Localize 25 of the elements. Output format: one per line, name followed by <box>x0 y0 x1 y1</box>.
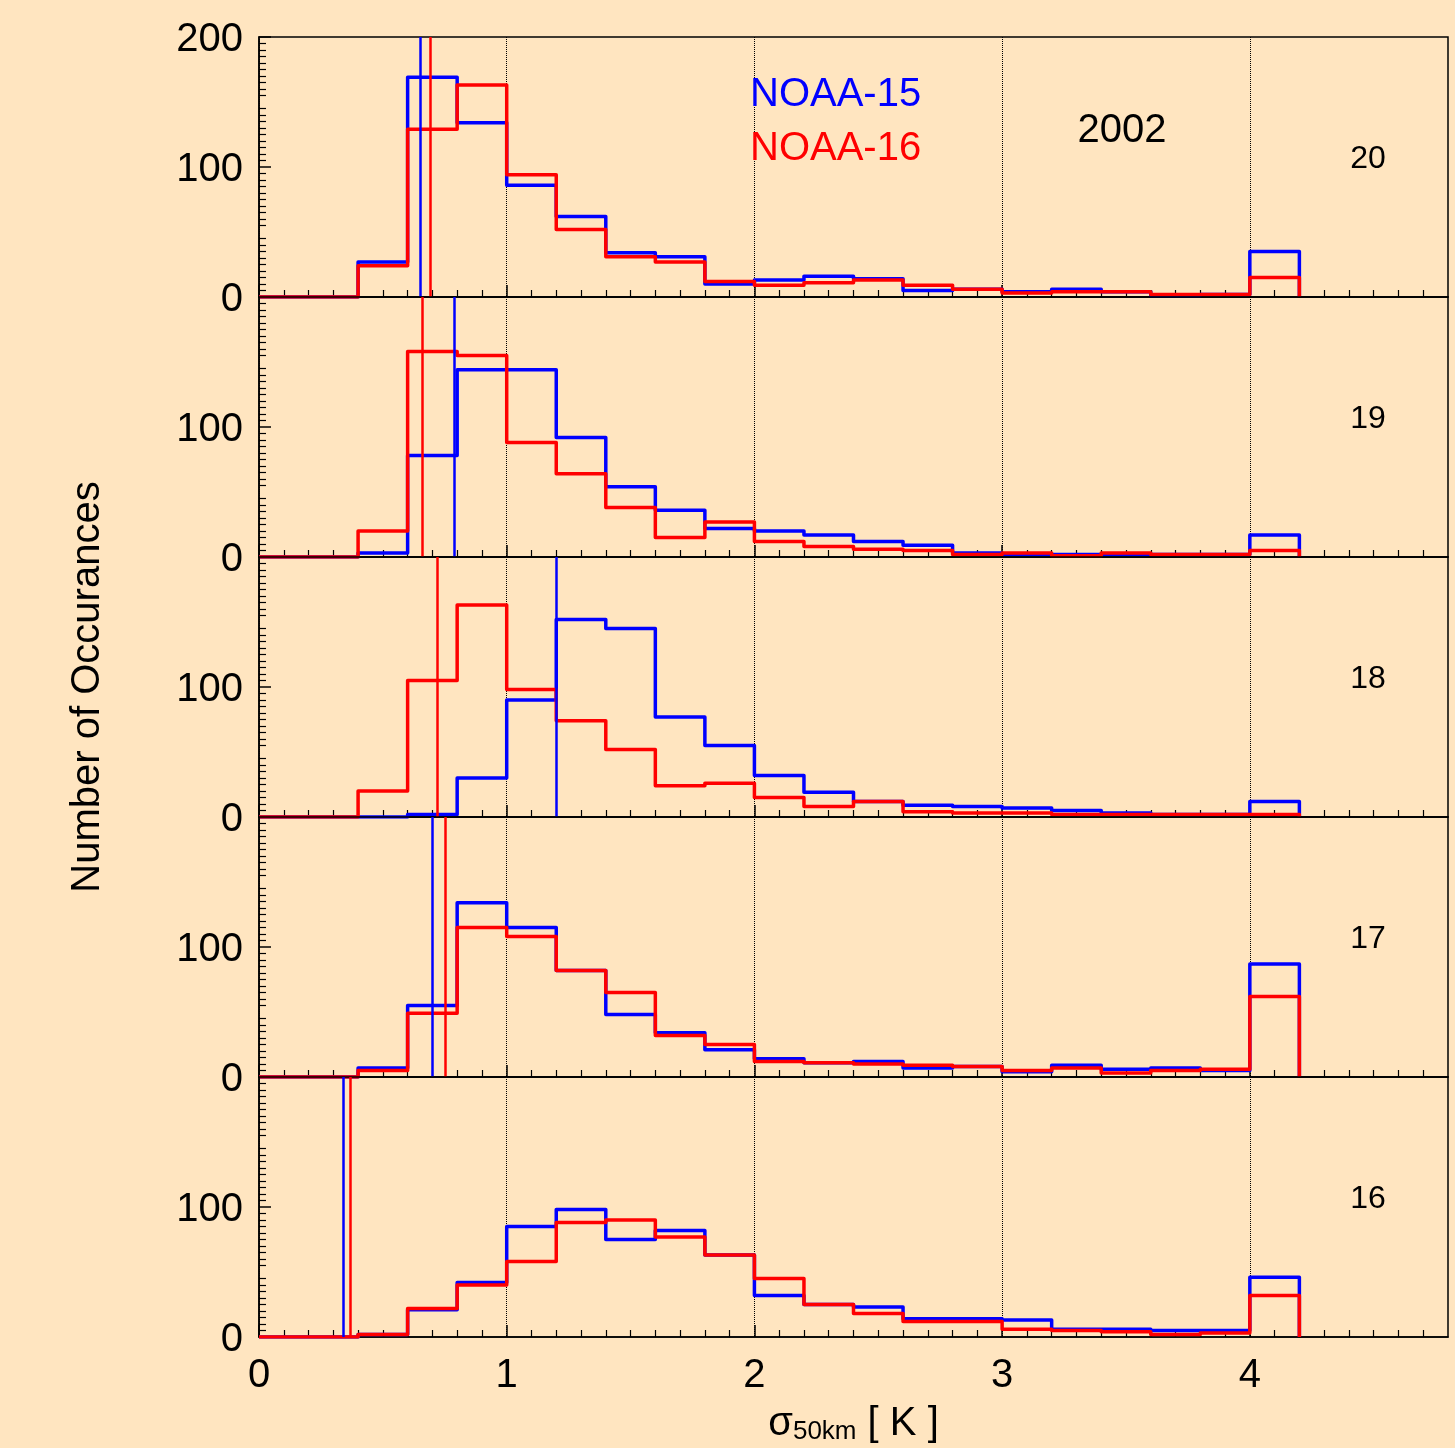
x-tick-label: 2 <box>743 1351 766 1395</box>
y-tick-label: 200 <box>176 15 243 59</box>
x-tick-label: 4 <box>1238 1351 1261 1395</box>
annotation: 19 <box>1350 398 1386 435</box>
y-axis-title: Number of Occurances <box>62 481 108 893</box>
text: NOAA-16 <box>750 124 922 168</box>
y-tick-label: 100 <box>176 145 243 189</box>
annotation: 17 <box>1350 918 1386 955</box>
y-tick-label: 100 <box>176 405 243 449</box>
y-tick-label: 0 <box>220 275 243 319</box>
annotation: 2002 <box>1077 106 1167 150</box>
x-tick-label: 1 <box>495 1351 518 1395</box>
y-tick-label: 0 <box>220 795 243 839</box>
y-tick-label: 100 <box>176 1185 243 1229</box>
x-tick-label: 0 <box>247 1351 271 1395</box>
annotation: 18 <box>1350 658 1386 695</box>
x-tick-label: 3 <box>991 1351 1014 1395</box>
y-tick-label: 0 <box>220 535 243 579</box>
y-tick-label: 100 <box>176 665 243 709</box>
annotation: 16 <box>1350 1178 1386 1215</box>
y-tick-label: 100 <box>176 925 243 969</box>
text: NOAA-15 <box>750 70 922 114</box>
annotation: 20 <box>1350 138 1386 175</box>
y-tick-label: 0 <box>220 1055 243 1099</box>
y-tick-label: 0 <box>220 1315 243 1359</box>
